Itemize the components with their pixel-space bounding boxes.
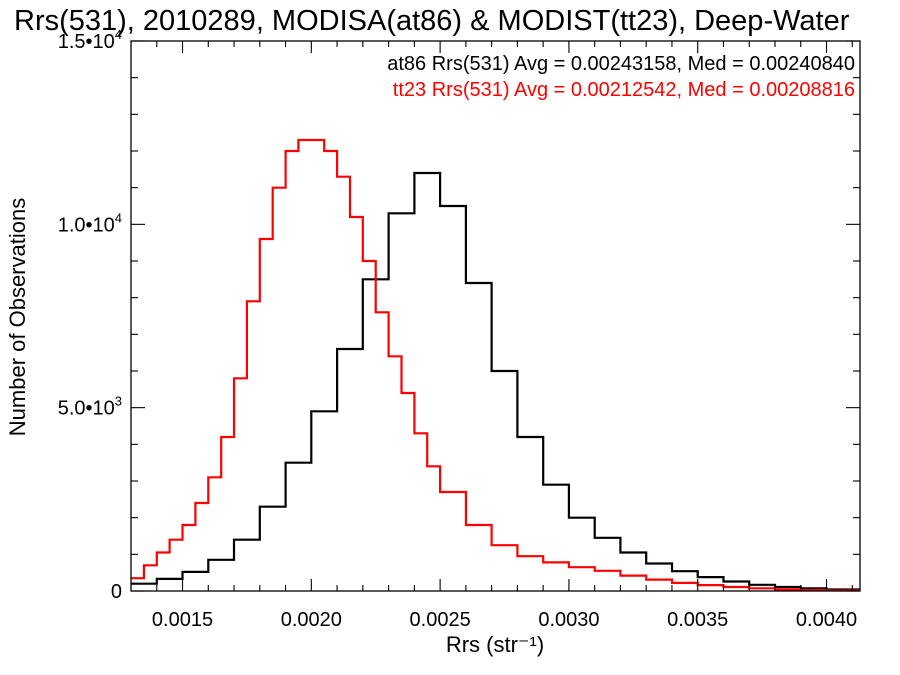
- y-tick-exponent: 4: [115, 210, 122, 225]
- x-tick-label: 0.0020: [281, 609, 342, 631]
- y-tick-mantissa: 1.0•10: [58, 214, 115, 236]
- y-axis-label: Number of Observations: [5, 198, 30, 436]
- y-tick-exponent: 4: [115, 27, 122, 42]
- y-tick-mantissa: 0: [111, 581, 122, 603]
- legend-entry: at86 Rrs(531) Avg = 0.00243158, Med = 0.…: [387, 53, 855, 75]
- axes: 0.0015 0.0020 0.0025 0.0030 0.0035 0.0040 0 5.0…: [58, 27, 861, 631]
- x-tick-label: 0.0030: [538, 609, 599, 631]
- x-tick-label: 0.0015: [152, 609, 213, 631]
- x-axis-label: Rrs (str⁻¹): [446, 632, 544, 657]
- y-tick-mantissa: 1.5•10: [58, 31, 115, 53]
- series-line-1: [131, 138, 860, 591]
- y-tick-label: 5.0•103: [58, 394, 122, 420]
- plot-frame: [130, 40, 861, 592]
- y-tick-exponent: 3: [115, 394, 122, 409]
- y-tick-label: 1.5•104: [58, 27, 122, 53]
- x-tick-label: 0.0025: [410, 609, 471, 631]
- legend: at86 Rrs(531) Avg = 0.00243158, Med = 0.…: [387, 53, 855, 101]
- y-tick-label: 1.0•104: [58, 210, 122, 236]
- chart-title: Rrs(531), 2010289, MODISA(at86) & MODIST…: [14, 5, 850, 37]
- y-tick-label: 0: [111, 581, 122, 603]
- x-tick-label: 0.0035: [667, 609, 728, 631]
- series-line-0: [131, 171, 860, 591]
- y-tick-mantissa: 5.0•10: [58, 398, 115, 420]
- plot-area: [131, 138, 860, 591]
- x-tick-label: 0.0040: [796, 609, 857, 631]
- legend-entry: tt23 Rrs(531) Avg = 0.00212542, Med = 0.…: [393, 79, 855, 101]
